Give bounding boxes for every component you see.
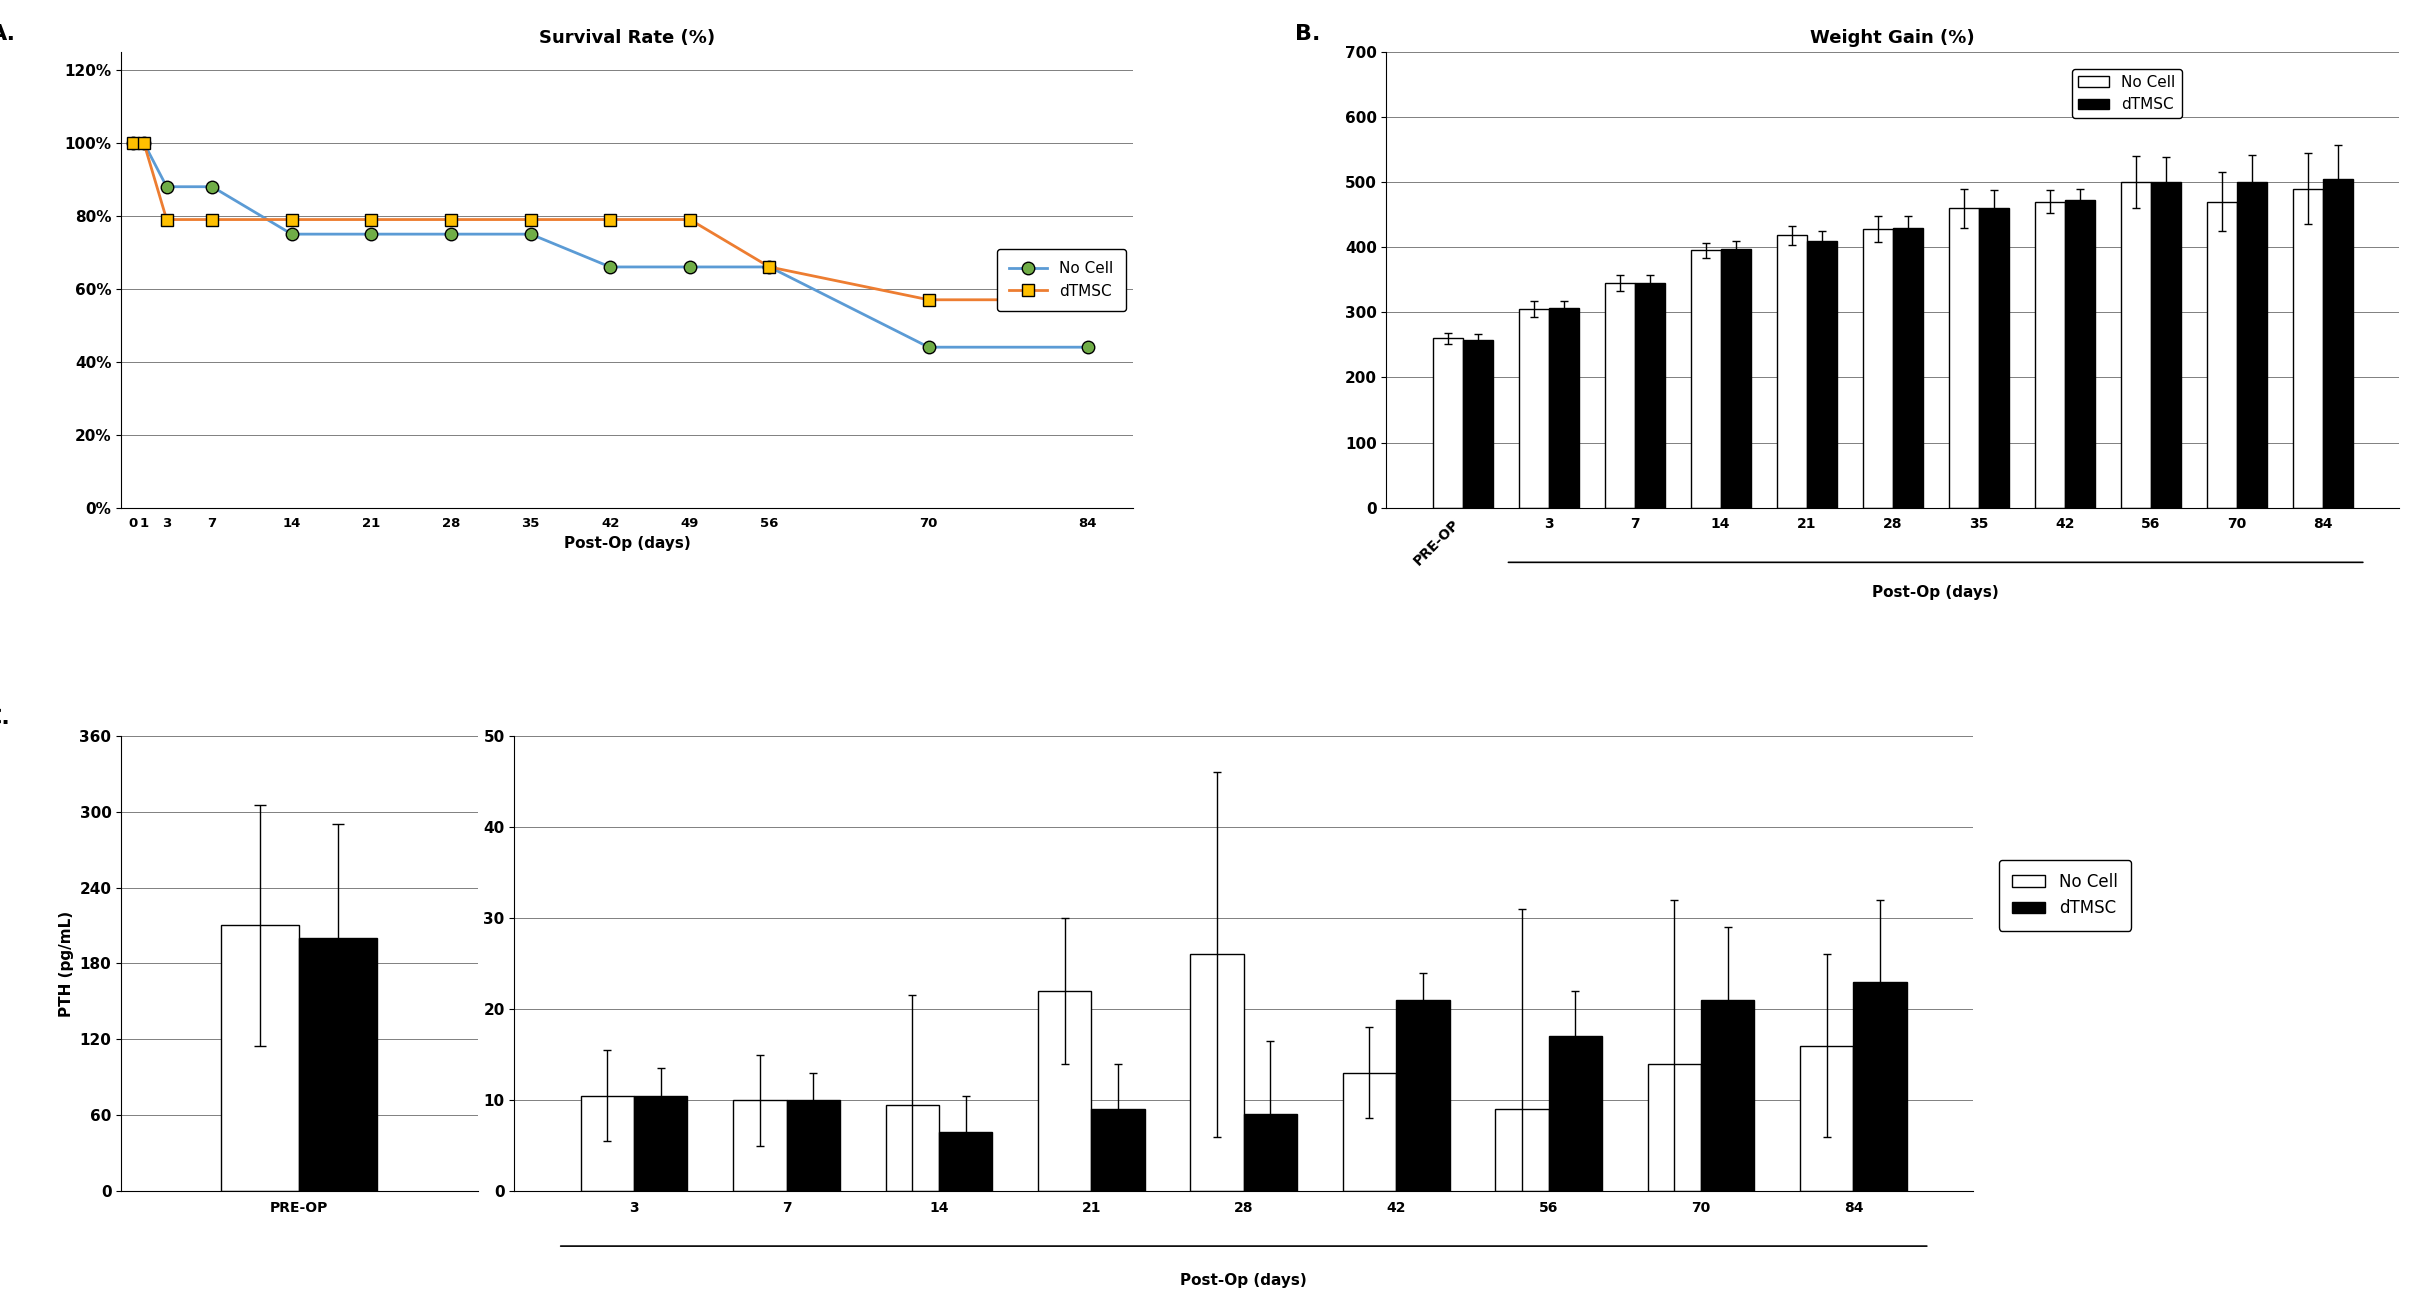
dTMSC bbox=[128, 135, 157, 150]
Bar bbox=[2064, 201, 2096, 508]
Bar bbox=[300, 938, 378, 1191]
Bar bbox=[1190, 954, 1243, 1191]
Bar bbox=[2324, 179, 2353, 508]
Bar bbox=[1854, 982, 1907, 1191]
dTMSC bbox=[119, 135, 148, 150]
dTMSC bbox=[199, 212, 228, 228]
No Cell bbox=[516, 227, 545, 242]
Bar bbox=[1892, 228, 1924, 508]
Text: B.: B. bbox=[1296, 25, 1321, 44]
No Cell bbox=[676, 259, 705, 275]
dTMSC bbox=[276, 212, 305, 228]
Bar bbox=[1636, 284, 1665, 508]
Bar bbox=[2152, 183, 2181, 508]
Line: No Cell: No Cell bbox=[126, 137, 1095, 354]
Legend: No Cell, dTMSC: No Cell, dTMSC bbox=[2072, 69, 2181, 118]
No Cell bbox=[913, 339, 943, 355]
Bar bbox=[1463, 339, 1493, 508]
No Cell bbox=[596, 259, 625, 275]
No Cell bbox=[128, 135, 157, 150]
dTMSC bbox=[756, 259, 785, 275]
Y-axis label: PTH (pg/mL): PTH (pg/mL) bbox=[58, 910, 73, 1017]
Bar bbox=[1863, 229, 1892, 508]
No Cell bbox=[199, 179, 228, 194]
Bar bbox=[1519, 310, 1548, 508]
Bar bbox=[1432, 338, 1463, 508]
dTMSC bbox=[356, 212, 385, 228]
Bar bbox=[1037, 991, 1090, 1191]
No Cell bbox=[276, 227, 305, 242]
dTMSC bbox=[596, 212, 625, 228]
Bar bbox=[1701, 1000, 1754, 1191]
Bar bbox=[2207, 202, 2236, 508]
Bar bbox=[940, 1132, 993, 1191]
dTMSC bbox=[676, 212, 705, 228]
dTMSC bbox=[1073, 291, 1102, 307]
No Cell bbox=[1073, 339, 1102, 355]
Bar bbox=[1980, 208, 2009, 508]
Bar bbox=[1800, 1045, 1854, 1191]
Bar bbox=[884, 1105, 940, 1191]
Bar bbox=[1948, 208, 1980, 508]
Legend: No Cell, dTMSC: No Cell, dTMSC bbox=[996, 249, 1127, 311]
Bar bbox=[1548, 308, 1580, 508]
Title: Weight Gain (%): Weight Gain (%) bbox=[1810, 30, 1975, 48]
No Cell bbox=[356, 227, 385, 242]
Bar bbox=[1604, 284, 1636, 508]
Title: Survival Rate (%): Survival Rate (%) bbox=[540, 30, 715, 48]
Bar bbox=[734, 1101, 787, 1191]
dTMSC bbox=[436, 212, 465, 228]
Bar bbox=[1396, 1000, 1449, 1191]
dTMSC bbox=[153, 212, 182, 228]
Bar bbox=[1548, 1036, 1602, 1191]
dTMSC bbox=[913, 291, 943, 307]
Bar bbox=[1090, 1110, 1144, 1191]
Bar bbox=[1691, 250, 1720, 508]
Text: Post-Op (days): Post-Op (days) bbox=[1180, 1273, 1306, 1289]
No Cell bbox=[756, 259, 785, 275]
Bar bbox=[635, 1096, 688, 1191]
Bar bbox=[1776, 236, 1808, 508]
Bar bbox=[787, 1101, 841, 1191]
No Cell bbox=[119, 135, 148, 150]
Bar bbox=[2236, 183, 2268, 508]
Bar bbox=[1808, 241, 1837, 508]
Bar bbox=[1243, 1114, 1296, 1191]
Bar bbox=[220, 926, 300, 1191]
Bar bbox=[1720, 249, 1752, 508]
Line: dTMSC: dTMSC bbox=[126, 137, 1095, 306]
Bar bbox=[2292, 189, 2324, 508]
Legend: No Cell, dTMSC: No Cell, dTMSC bbox=[1999, 860, 2130, 931]
Text: Post-Op (days): Post-Op (days) bbox=[1873, 585, 1999, 600]
No Cell bbox=[153, 179, 182, 194]
Bar bbox=[2120, 183, 2152, 508]
Bar bbox=[1648, 1063, 1701, 1191]
Text: A.: A. bbox=[0, 25, 15, 44]
Bar bbox=[1495, 1110, 1548, 1191]
X-axis label: Post-Op (days): Post-Op (days) bbox=[565, 536, 691, 550]
No Cell bbox=[436, 227, 465, 242]
Bar bbox=[2035, 202, 2064, 508]
Bar bbox=[582, 1096, 635, 1191]
dTMSC bbox=[516, 212, 545, 228]
Text: C.: C. bbox=[0, 708, 10, 728]
Bar bbox=[1342, 1072, 1396, 1191]
